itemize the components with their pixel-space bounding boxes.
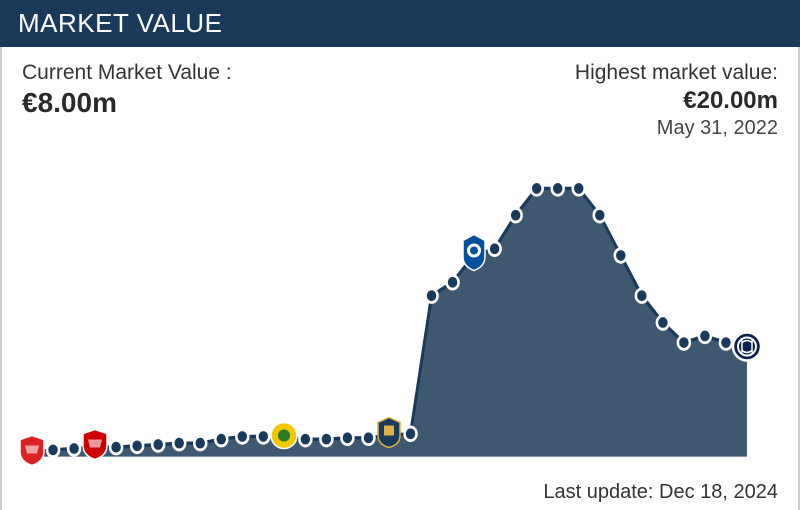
card-content: Current Market Value : €8.00m Highest ma…	[0, 47, 800, 510]
chart-point[interactable]	[426, 289, 438, 303]
chart-point[interactable]	[615, 249, 627, 263]
market-value-card: MARKET VALUE Current Market Value : €8.0…	[0, 0, 800, 510]
highest-value: €20.00m	[575, 87, 778, 115]
chart-point[interactable]	[447, 275, 459, 289]
chart-point[interactable]	[636, 289, 648, 303]
last-update-label: Last update:	[543, 481, 653, 503]
chart-point[interactable]	[678, 336, 690, 350]
chart-point[interactable]	[68, 442, 80, 456]
chart-point[interactable]	[510, 208, 522, 222]
header-title: MARKET VALUE	[18, 8, 222, 38]
chart-point[interactable]	[152, 438, 164, 452]
highest-value-label: Highest market value:	[575, 61, 778, 85]
chart-point[interactable]	[531, 182, 543, 196]
chart-point[interactable]	[257, 430, 269, 444]
chart-point[interactable]	[699, 329, 711, 343]
chart-point[interactable]	[405, 427, 417, 441]
chart-point[interactable]	[341, 431, 353, 445]
chart-point[interactable]	[383, 428, 395, 442]
market-value-chart	[22, 148, 778, 477]
chart-point[interactable]	[657, 316, 669, 330]
chart-point[interactable]	[299, 432, 311, 446]
chart-point[interactable]	[468, 249, 480, 263]
chart-point[interactable]	[278, 431, 290, 445]
chart-point[interactable]	[236, 430, 248, 444]
chart-point[interactable]	[131, 439, 143, 453]
chart-point[interactable]	[594, 208, 606, 222]
chart-area	[22, 148, 778, 477]
chart-area-fill	[32, 188, 747, 456]
last-update-value: Dec 18, 2024	[659, 481, 778, 503]
chart-point[interactable]	[215, 432, 227, 446]
chart-point[interactable]	[89, 440, 101, 454]
current-value-block: Current Market Value : €8.00m	[22, 61, 232, 140]
chart-point[interactable]	[741, 343, 753, 357]
chart-point[interactable]	[362, 431, 374, 445]
chart-point[interactable]	[320, 432, 332, 446]
chart-point[interactable]	[47, 443, 59, 457]
chart-point[interactable]	[26, 446, 38, 460]
chart-point[interactable]	[173, 436, 185, 450]
card-header: MARKET VALUE	[0, 0, 800, 47]
highest-value-block: Highest market value: €20.00m May 31, 20…	[575, 61, 778, 140]
current-value: €8.00m	[22, 87, 232, 119]
current-value-label: Current Market Value :	[22, 61, 232, 85]
chart-point[interactable]	[573, 182, 585, 196]
chart-point[interactable]	[552, 182, 564, 196]
chart-point[interactable]	[720, 336, 732, 350]
chart-point[interactable]	[110, 440, 122, 454]
last-update: Last update: Dec 18, 2024	[22, 477, 778, 504]
highest-value-date: May 31, 2022	[575, 117, 778, 140]
chart-point[interactable]	[194, 436, 206, 450]
stats-row: Current Market Value : €8.00m Highest ma…	[22, 61, 778, 140]
chart-point[interactable]	[489, 242, 501, 256]
